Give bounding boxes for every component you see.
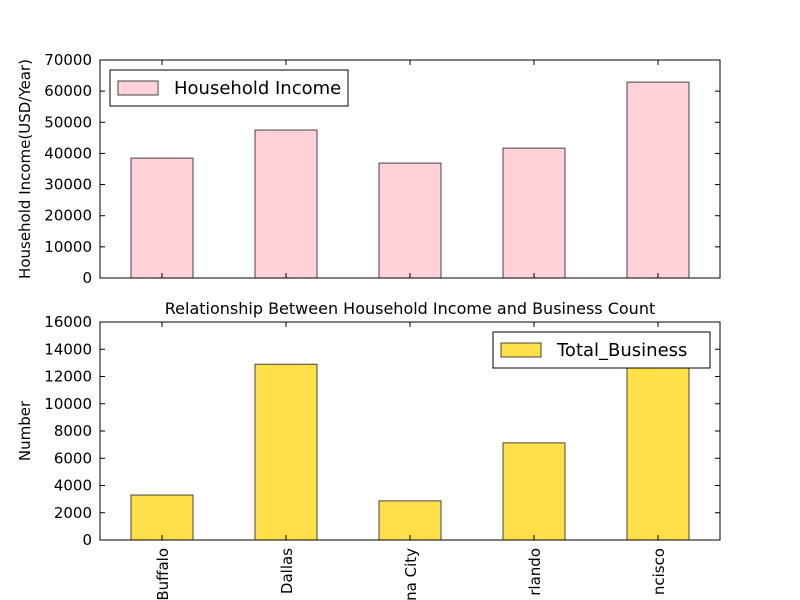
y-tick-label: 16000: [44, 313, 92, 331]
y-tick-label: 50000: [44, 113, 92, 131]
x-tick-label: Buffalo: [154, 548, 172, 600]
y-tick-label: 20000: [44, 207, 92, 225]
x-tick-label: Dallas: [278, 548, 296, 594]
legend-swatch: [500, 342, 542, 358]
legend-box: [109, 69, 349, 107]
y-axis-label: Household Income(USD/Year): [16, 59, 34, 279]
y-tick-label: 40000: [44, 144, 92, 162]
axes-frame: [99, 59, 721, 279]
x-tick-label: na City: [402, 548, 420, 600]
y-tick-label: 30000: [44, 176, 92, 194]
y-tick-label: 8000: [54, 422, 92, 440]
bar: [502, 147, 566, 279]
y-tick-label: 4000: [54, 477, 92, 495]
y-tick-label: 70000: [44, 51, 92, 69]
bar: [378, 500, 442, 541]
y-tick-label: 6000: [54, 449, 92, 467]
y-tick-label: 0: [82, 531, 92, 549]
axes-frame: [99, 321, 721, 541]
y-tick-label: 12000: [44, 368, 92, 386]
bar: [626, 366, 690, 541]
y-tick-label: 0: [82, 269, 92, 287]
bar: [626, 81, 690, 279]
legend-label: Household Income: [174, 78, 341, 99]
bar: [254, 129, 318, 279]
y-tick-label: 60000: [44, 82, 92, 100]
legend-label: Total_Business: [556, 340, 687, 361]
bar: [130, 494, 194, 541]
bar: [254, 363, 318, 541]
y-tick-label: 10000: [44, 238, 92, 256]
x-tick-label: rlando: [526, 548, 544, 596]
y-axis-label: Number: [16, 400, 34, 461]
y-tick-label: 14000: [44, 340, 92, 358]
bar: [502, 442, 566, 541]
chart-title: Relationship Between Household Income an…: [165, 299, 655, 318]
x-tick-label: ncisco: [650, 548, 668, 595]
legend-swatch: [117, 80, 159, 96]
bar: [130, 157, 194, 279]
bar: [378, 162, 442, 279]
y-tick-label: 2000: [54, 504, 92, 522]
y-tick-label: 10000: [44, 395, 92, 413]
